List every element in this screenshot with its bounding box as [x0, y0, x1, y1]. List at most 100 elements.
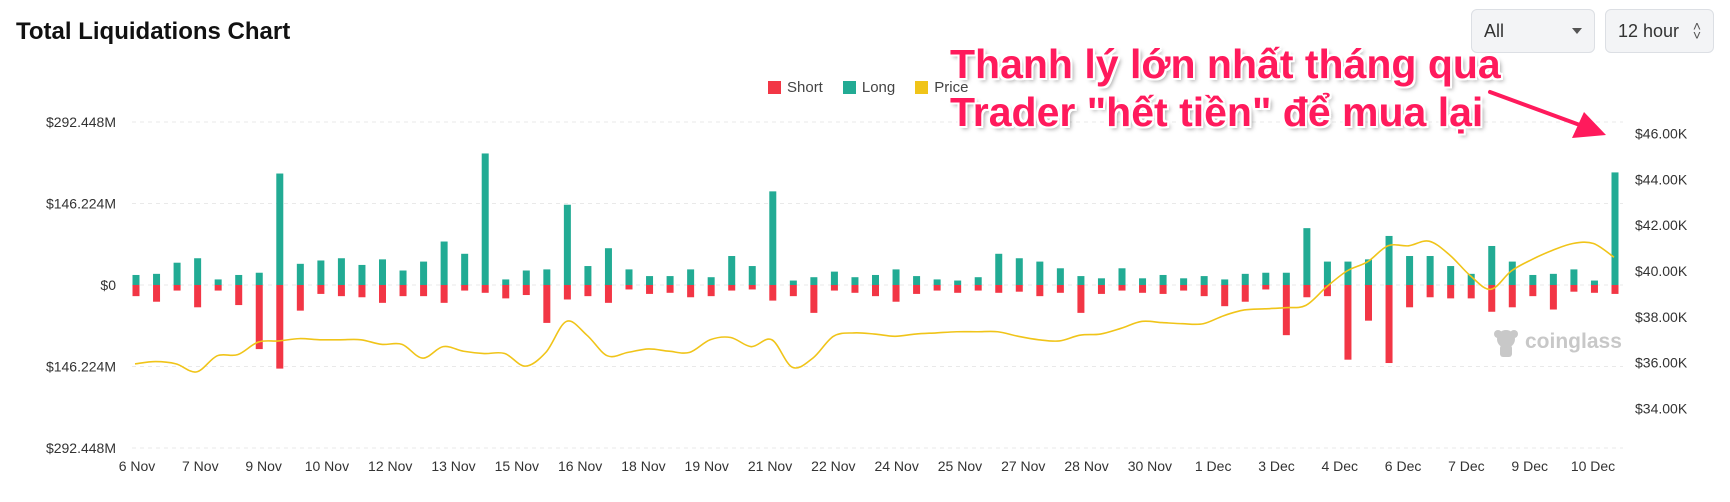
long-bar[interactable]: [255, 272, 263, 285]
short-bar[interactable]: [214, 285, 222, 291]
short-bar[interactable]: [1406, 285, 1414, 308]
short-bar[interactable]: [502, 285, 510, 299]
short-bar[interactable]: [646, 285, 654, 294]
short-bar[interactable]: [1118, 285, 1126, 291]
short-bar[interactable]: [1139, 285, 1147, 293]
long-bar[interactable]: [707, 277, 715, 285]
short-bar[interactable]: [194, 285, 202, 308]
short-bar[interactable]: [379, 285, 386, 303]
long-bar[interactable]: [563, 204, 571, 285]
long-bar[interactable]: [522, 270, 530, 285]
long-bar[interactable]: [1467, 273, 1475, 285]
long-bar[interactable]: [1426, 256, 1434, 285]
long-bar[interactable]: [1303, 228, 1311, 285]
short-bar[interactable]: [399, 285, 407, 297]
long-bar[interactable]: [461, 253, 469, 285]
short-bar[interactable]: [461, 285, 469, 291]
long-bar[interactable]: [1159, 274, 1167, 285]
legend-item-long[interactable]: Long: [842, 79, 895, 96]
long-bar[interactable]: [1262, 272, 1270, 285]
short-bar[interactable]: [420, 285, 428, 297]
long-bar[interactable]: [1508, 261, 1516, 285]
long-bar[interactable]: [954, 280, 962, 285]
symbol-select[interactable]: All: [1471, 9, 1595, 53]
short-bar[interactable]: [584, 285, 592, 297]
long-bar[interactable]: [995, 253, 1003, 285]
long-bar[interactable]: [1282, 272, 1290, 285]
long-bar[interactable]: [1200, 276, 1208, 285]
long-bar[interactable]: [317, 260, 325, 285]
short-bar[interactable]: [1365, 285, 1372, 321]
short-bar[interactable]: [1590, 285, 1598, 293]
long-bar[interactable]: [194, 258, 202, 285]
long-bar[interactable]: [543, 269, 551, 285]
long-bar[interactable]: [399, 270, 407, 285]
long-bar[interactable]: [1570, 269, 1578, 285]
long-bar[interactable]: [1406, 256, 1414, 285]
legend-item-short[interactable]: Short: [768, 79, 823, 96]
long-bar[interactable]: [214, 279, 222, 285]
long-bar[interactable]: [1139, 278, 1147, 285]
short-bar[interactable]: [1221, 285, 1229, 307]
short-bar[interactable]: [830, 285, 838, 291]
long-bar[interactable]: [235, 274, 243, 285]
long-bar[interactable]: [584, 266, 592, 285]
short-bar[interactable]: [995, 285, 1003, 293]
long-bar[interactable]: [810, 277, 818, 285]
long-bar[interactable]: [913, 276, 921, 285]
long-bar[interactable]: [420, 261, 428, 285]
long-bar[interactable]: [276, 173, 284, 285]
short-bar[interactable]: [707, 285, 715, 297]
long-bar[interactable]: [1097, 278, 1105, 285]
long-bar[interactable]: [728, 256, 736, 285]
long-bar[interactable]: [337, 258, 345, 285]
short-bar[interactable]: [1467, 285, 1475, 299]
long-bar[interactable]: [1549, 273, 1557, 285]
short-bar[interactable]: [1323, 285, 1331, 297]
short-bar[interactable]: [1549, 285, 1557, 310]
long-bar[interactable]: [1036, 261, 1044, 285]
long-bar[interactable]: [1180, 278, 1188, 285]
long-bar[interactable]: [1221, 279, 1229, 285]
short-bar[interactable]: [276, 285, 284, 369]
short-bar[interactable]: [255, 285, 263, 350]
short-bar[interactable]: [1611, 285, 1619, 294]
long-bar[interactable]: [666, 276, 674, 285]
long-bar[interactable]: [481, 153, 489, 285]
short-bar[interactable]: [1077, 285, 1085, 313]
long-bar[interactable]: [1241, 273, 1249, 285]
short-bar[interactable]: [604, 285, 612, 303]
short-bar[interactable]: [1262, 285, 1270, 290]
short-bar[interactable]: [913, 285, 921, 294]
long-bar[interactable]: [1611, 172, 1619, 285]
short-bar[interactable]: [358, 285, 366, 298]
long-bar[interactable]: [892, 269, 900, 285]
short-bar[interactable]: [851, 285, 859, 293]
long-bar[interactable]: [1077, 276, 1085, 285]
short-bar[interactable]: [235, 285, 243, 306]
long-bar[interactable]: [1118, 268, 1126, 285]
short-bar[interactable]: [1303, 285, 1311, 298]
long-bar[interactable]: [1447, 266, 1455, 285]
long-bar[interactable]: [851, 277, 859, 285]
long-bar[interactable]: [1056, 268, 1064, 285]
short-bar[interactable]: [954, 285, 962, 293]
long-bar[interactable]: [1385, 235, 1393, 285]
long-bar[interactable]: [830, 271, 838, 285]
short-bar[interactable]: [296, 285, 304, 311]
short-bar[interactable]: [1282, 285, 1290, 336]
short-bar[interactable]: [1508, 285, 1516, 308]
long-bar[interactable]: [872, 274, 879, 285]
short-bar[interactable]: [1447, 285, 1455, 299]
short-bar[interactable]: [1036, 285, 1044, 297]
short-bar[interactable]: [1097, 285, 1105, 294]
long-bar[interactable]: [646, 276, 654, 285]
long-bar[interactable]: [1344, 261, 1352, 285]
long-bar[interactable]: [974, 277, 982, 285]
short-bar[interactable]: [666, 285, 674, 293]
short-bar[interactable]: [1015, 285, 1023, 292]
short-bar[interactable]: [440, 285, 448, 303]
short-bar[interactable]: [153, 285, 161, 302]
long-bar[interactable]: [789, 280, 797, 285]
long-bar[interactable]: [1015, 258, 1023, 285]
